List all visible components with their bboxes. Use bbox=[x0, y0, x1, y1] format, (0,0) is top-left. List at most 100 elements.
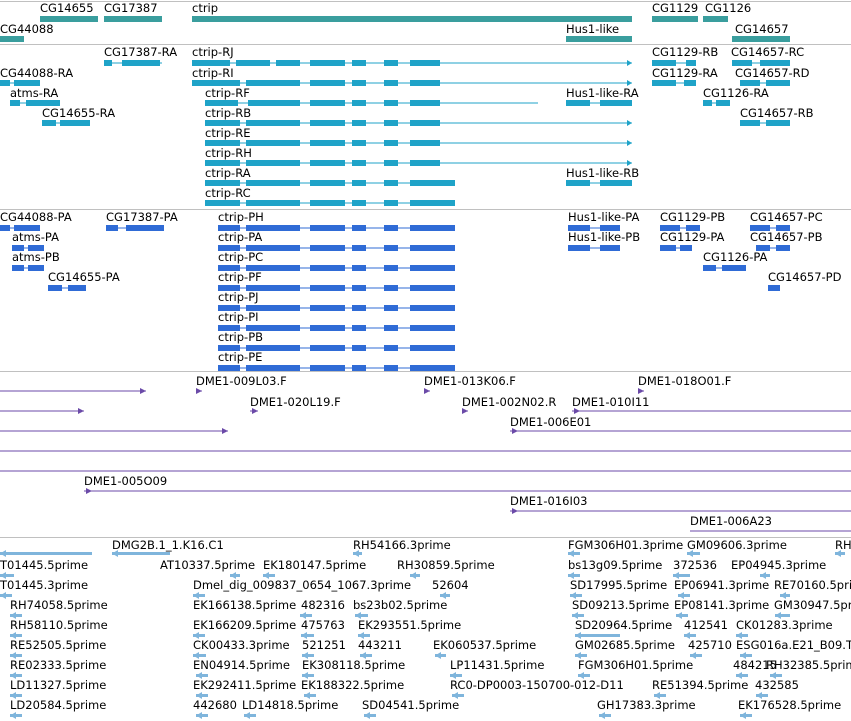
protein-label-ctrip-pj[interactable]: ctrip-PJ bbox=[218, 290, 259, 304]
transcript-label-ctrip-rc[interactable]: ctrip-RC bbox=[205, 186, 251, 200]
protein-label-ctrip-pi[interactable]: ctrip-PI bbox=[218, 310, 259, 324]
clone-label-dme1-006e01[interactable]: DME1-006E01 bbox=[510, 415, 592, 429]
est-glyph-r6-5[interactable] bbox=[736, 672, 748, 679]
est-glyph-r6-3[interactable] bbox=[450, 672, 462, 679]
est-label-ck01283-3prime[interactable]: CK01283.3prime bbox=[736, 618, 833, 632]
protein-glyph-cg14655-pa[interactable] bbox=[48, 285, 86, 291]
est-glyph-r1-1[interactable] bbox=[230, 572, 240, 579]
protein-glyph-atms-pb[interactable] bbox=[12, 265, 44, 271]
est-label-442680[interactable]: 442680 bbox=[193, 698, 237, 712]
protein-label-cg17387-pa[interactable]: CG17387-PA bbox=[106, 210, 178, 224]
est-glyph-r8-2[interactable] bbox=[244, 712, 256, 719]
est-glyph-r2-3[interactable] bbox=[570, 592, 582, 599]
est-glyph-r0-3[interactable] bbox=[687, 550, 700, 557]
est-label-bs23b02-5prime[interactable]: bs23b02.5prime bbox=[353, 598, 448, 612]
est-glyph-r0-5[interactable] bbox=[0, 550, 92, 557]
est-glyph-r3-2[interactable] bbox=[355, 612, 368, 619]
est-label-rh32385-5prime[interactable]: RH32385.5prime bbox=[766, 658, 851, 672]
est-label-ep04945-3prime[interactable]: EP04945.3prime bbox=[731, 558, 827, 572]
gene-glyph-cg17387[interactable] bbox=[104, 16, 162, 22]
protein-glyph-ctrip-pj[interactable] bbox=[218, 305, 455, 311]
est-glyph-r4-4[interactable] bbox=[575, 632, 620, 639]
transcript-glyph-hus1-like-ra[interactable] bbox=[566, 100, 632, 106]
transcript-glyph-hus1-like-rb[interactable] bbox=[566, 180, 632, 186]
protein-label-hus1-like-pa[interactable]: Hus1-like-PA bbox=[568, 210, 640, 224]
gene-label-cg1129[interactable]: CG1129 bbox=[652, 1, 699, 15]
transcript-label-cg14657-rb[interactable]: CG14657-RB bbox=[740, 106, 814, 120]
protein-label-cg14657-pc[interactable]: CG14657-PC bbox=[750, 210, 823, 224]
transcript-label-ctrip-rj[interactable]: ctrip-RJ bbox=[192, 45, 234, 59]
est-label-ek180147-5prime[interactable]: EK180147.5prime bbox=[263, 558, 367, 572]
gene-label-cg14657[interactable]: CG14657 bbox=[735, 22, 789, 36]
est-label-484215[interactable]: 484215 bbox=[733, 658, 777, 672]
gene-glyph-cg1126[interactable] bbox=[703, 16, 728, 22]
est-label-esg016a-e21-b09-t7[interactable]: ESG016a.E21_B09.T7 bbox=[736, 638, 851, 652]
transcript-label-hus1-like-rb[interactable]: Hus1-like-RB bbox=[566, 166, 640, 180]
gene-label-ctrip[interactable]: ctrip bbox=[192, 1, 219, 15]
est-glyph-r4-2[interactable] bbox=[301, 632, 314, 639]
est-glyph-r3-4[interactable] bbox=[676, 612, 688, 619]
transcript-label-ctrip-ra[interactable]: ctrip-RA bbox=[205, 166, 251, 180]
clone-label-dme1-002n02-r[interactable]: DME1-002N02.R bbox=[462, 395, 557, 409]
est-label-rh74058-5prime[interactable]: RH74058.5prime bbox=[10, 598, 108, 612]
gene-glyph-cg44088[interactable] bbox=[0, 36, 24, 42]
est-glyph-r2-5[interactable] bbox=[780, 592, 790, 599]
est-label-ek166209-5prime[interactable]: EK166209.5prime bbox=[193, 618, 297, 632]
protein-glyph-cg1129-pa[interactable] bbox=[660, 245, 692, 251]
est-glyph-r4-1[interactable] bbox=[193, 632, 205, 639]
transcript-label-cg44088-ra[interactable]: CG44088-RA bbox=[0, 66, 74, 80]
est-label-ek293551-5prime[interactable]: EK293551.5prime bbox=[358, 618, 462, 632]
est-glyph-r5-4[interactable] bbox=[435, 652, 446, 659]
protein-label-ctrip-pb[interactable]: ctrip-PB bbox=[218, 330, 264, 344]
transcript-glyph-ctrip-ri[interactable] bbox=[192, 80, 632, 86]
est-label-ek188322-5prime[interactable]: EK188322.5prime bbox=[301, 678, 405, 692]
protein-label-cg1126-pa[interactable]: CG1126-PA bbox=[703, 250, 768, 264]
transcript-glyph-cg17387-ra[interactable] bbox=[104, 60, 162, 66]
clone-glyph-left-b[interactable] bbox=[0, 428, 228, 434]
gene-label-cg17387[interactable]: CG17387 bbox=[104, 1, 158, 15]
est-glyph-r0-4[interactable] bbox=[835, 550, 845, 557]
protein-label-ctrip-pa[interactable]: ctrip-PA bbox=[218, 230, 263, 244]
transcript-glyph-cg1129-rb[interactable] bbox=[652, 60, 696, 66]
protein-glyph-cg14657-pc[interactable] bbox=[750, 225, 790, 231]
protein-glyph-cg1129-pb[interactable] bbox=[660, 225, 700, 231]
est-label-re70160-5prime[interactable]: RE70160.5prime bbox=[774, 578, 851, 592]
protein-glyph-ctrip-pi[interactable] bbox=[218, 325, 455, 331]
clone-label-dme1-005o09[interactable]: DME1-005O09 bbox=[84, 474, 168, 488]
est-glyph-r7-1[interactable] bbox=[196, 692, 208, 699]
est-glyph-r7-4[interactable] bbox=[654, 692, 666, 699]
est-label-gm02685-5prime[interactable]: GM02685.5prime bbox=[575, 638, 675, 652]
transcript-glyph-cg1126-ra[interactable] bbox=[703, 100, 730, 106]
protein-label-hus1-like-pb[interactable]: Hus1-like-PB bbox=[568, 230, 641, 244]
est-label-ek292411-5prime[interactable]: EK292411.5prime bbox=[193, 678, 297, 692]
transcript-glyph-cg14657-rb[interactable] bbox=[740, 120, 790, 126]
transcript-label-ctrip-rb[interactable]: ctrip-RB bbox=[205, 106, 252, 120]
est-label-rh58110-5prime[interactable]: RH58110.5prime bbox=[10, 618, 108, 632]
protein-label-atms-pa[interactable]: atms-PA bbox=[12, 230, 59, 244]
est-glyph-r5-0[interactable] bbox=[10, 652, 22, 659]
transcript-glyph-ctrip-rj[interactable] bbox=[192, 60, 632, 66]
est-label-re02333-5prime[interactable]: RE02333.5prime bbox=[10, 658, 107, 672]
est-label-rh30859-5prime[interactable]: RH30859.5prime bbox=[397, 558, 495, 572]
est-label-rh54166-3prime[interactable]: RH54166.3prime bbox=[353, 538, 451, 552]
transcript-glyph-cg14657-rc[interactable] bbox=[732, 60, 790, 66]
protein-glyph-ctrip-pa[interactable] bbox=[218, 245, 455, 251]
est-label-ld11327-5prime[interactable]: LD11327.5prime bbox=[10, 678, 107, 692]
est-glyph-r0-1[interactable] bbox=[353, 550, 362, 557]
protein-label-cg14657-pb[interactable]: CG14657-PB bbox=[750, 230, 823, 244]
protein-label-cg44088-pa[interactable]: CG44088-PA bbox=[0, 210, 72, 224]
est-label-372536[interactable]: 372536 bbox=[673, 558, 717, 572]
est-label-re52505-5prime[interactable]: RE52505.5prime bbox=[10, 638, 107, 652]
est-label-ek308118-5prime[interactable]: EK308118.5prime bbox=[302, 658, 406, 672]
protein-label-cg1129-pa[interactable]: CG1129-PA bbox=[660, 230, 725, 244]
est-label-dmg2b-1-1-k16-c1[interactable]: DMG2B.1_1.K16.C1 bbox=[112, 538, 224, 552]
est-glyph-r6-1[interactable] bbox=[196, 672, 208, 679]
est-glyph-r7-5[interactable] bbox=[756, 692, 768, 699]
est-label-ep06941-3prime[interactable]: EP06941.3prime bbox=[674, 578, 770, 592]
est-glyph-r8-1[interactable] bbox=[196, 712, 208, 719]
clone-glyph-left-a[interactable] bbox=[0, 408, 84, 414]
clone-glyph-dme1-002n02-r[interactable] bbox=[462, 408, 468, 414]
est-label-re51394-5prime[interactable]: RE51394.5prime bbox=[652, 678, 749, 692]
transcript-label-cg14657-rc[interactable]: CG14657-RC bbox=[731, 45, 805, 59]
est-label-475763[interactable]: 475763 bbox=[301, 618, 345, 632]
